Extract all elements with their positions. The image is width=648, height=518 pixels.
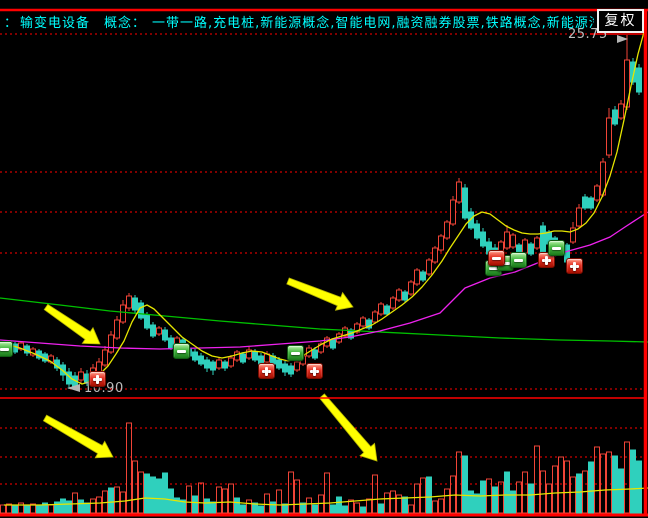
header-bar: ： 输变电设备 概念： 一带一路,充电桩,新能源概念,智能电网,融资融券股票,铁… [0,12,594,30]
low-price-label: 10.90 [84,381,124,396]
annotation-arrows-layer [42,277,378,462]
fuquan-button[interactable]: 复权 [597,9,644,33]
volume-ma-layer [4,487,648,506]
stock-industry-text: 输变电设备 [20,16,91,30]
ma-lines-layer [0,31,648,385]
right-arrow-icon [617,35,628,43]
concept-list: 一带一路,充电桩,新能源概念,智能电网,融资融券股票,铁路概念,新能源汽车,高端… [152,16,594,30]
header-prefix: ： [4,16,19,30]
frame-borders [0,8,648,517]
volume-bars-layer [0,422,642,514]
concept-label: 概念： [104,16,147,30]
left-arrow-icon [67,384,80,392]
volume-gridlines [0,427,644,485]
price-gridlines [0,33,644,390]
